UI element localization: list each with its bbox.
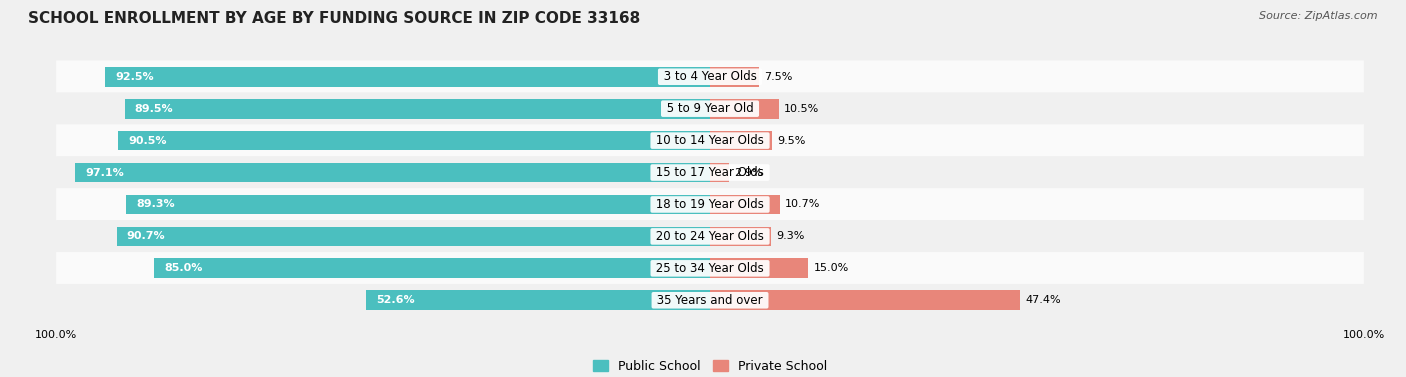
Bar <box>710 259 808 278</box>
FancyBboxPatch shape <box>56 92 1364 125</box>
Text: 9.3%: 9.3% <box>776 231 804 241</box>
Bar <box>75 162 710 182</box>
Text: 97.1%: 97.1% <box>84 167 124 178</box>
Bar <box>710 195 780 215</box>
Bar <box>710 290 1019 310</box>
Text: 15 to 17 Year Olds: 15 to 17 Year Olds <box>652 166 768 179</box>
Text: 15.0%: 15.0% <box>813 264 849 273</box>
Text: 90.5%: 90.5% <box>128 136 167 146</box>
Text: 3 to 4 Year Olds: 3 to 4 Year Olds <box>659 70 761 83</box>
Bar <box>710 162 728 182</box>
Text: 20 to 24 Year Olds: 20 to 24 Year Olds <box>652 230 768 243</box>
Text: 52.6%: 52.6% <box>375 295 415 305</box>
Bar <box>710 131 772 150</box>
Text: 35 Years and over: 35 Years and over <box>654 294 766 307</box>
Text: 47.4%: 47.4% <box>1025 295 1060 305</box>
Bar <box>366 290 710 310</box>
Text: 2.9%: 2.9% <box>734 167 762 178</box>
Text: 10.7%: 10.7% <box>785 199 821 210</box>
FancyBboxPatch shape <box>56 188 1364 221</box>
FancyBboxPatch shape <box>56 284 1364 317</box>
Bar <box>105 67 710 87</box>
Text: Source: ZipAtlas.com: Source: ZipAtlas.com <box>1260 11 1378 21</box>
FancyBboxPatch shape <box>56 220 1364 253</box>
FancyBboxPatch shape <box>56 156 1364 189</box>
FancyBboxPatch shape <box>56 124 1364 157</box>
Text: 92.5%: 92.5% <box>115 72 153 82</box>
Text: 5 to 9 Year Old: 5 to 9 Year Old <box>662 102 758 115</box>
FancyBboxPatch shape <box>56 60 1364 93</box>
Text: 89.5%: 89.5% <box>135 104 173 113</box>
FancyBboxPatch shape <box>56 252 1364 285</box>
Bar <box>125 99 710 118</box>
Legend: Public School, Private School: Public School, Private School <box>588 355 832 377</box>
Text: 18 to 19 Year Olds: 18 to 19 Year Olds <box>652 198 768 211</box>
Text: 10.5%: 10.5% <box>785 104 820 113</box>
Bar <box>710 99 779 118</box>
Bar <box>155 259 710 278</box>
Bar <box>710 227 770 246</box>
Bar <box>118 131 710 150</box>
Text: 89.3%: 89.3% <box>136 199 174 210</box>
Text: 9.5%: 9.5% <box>778 136 806 146</box>
Text: 85.0%: 85.0% <box>165 264 202 273</box>
Bar <box>710 67 759 87</box>
Text: 25 to 34 Year Olds: 25 to 34 Year Olds <box>652 262 768 275</box>
Text: 10 to 14 Year Olds: 10 to 14 Year Olds <box>652 134 768 147</box>
Text: 90.7%: 90.7% <box>127 231 166 241</box>
Text: 7.5%: 7.5% <box>765 72 793 82</box>
Text: SCHOOL ENROLLMENT BY AGE BY FUNDING SOURCE IN ZIP CODE 33168: SCHOOL ENROLLMENT BY AGE BY FUNDING SOUR… <box>28 11 640 26</box>
Bar <box>117 227 710 246</box>
Bar <box>127 195 710 215</box>
